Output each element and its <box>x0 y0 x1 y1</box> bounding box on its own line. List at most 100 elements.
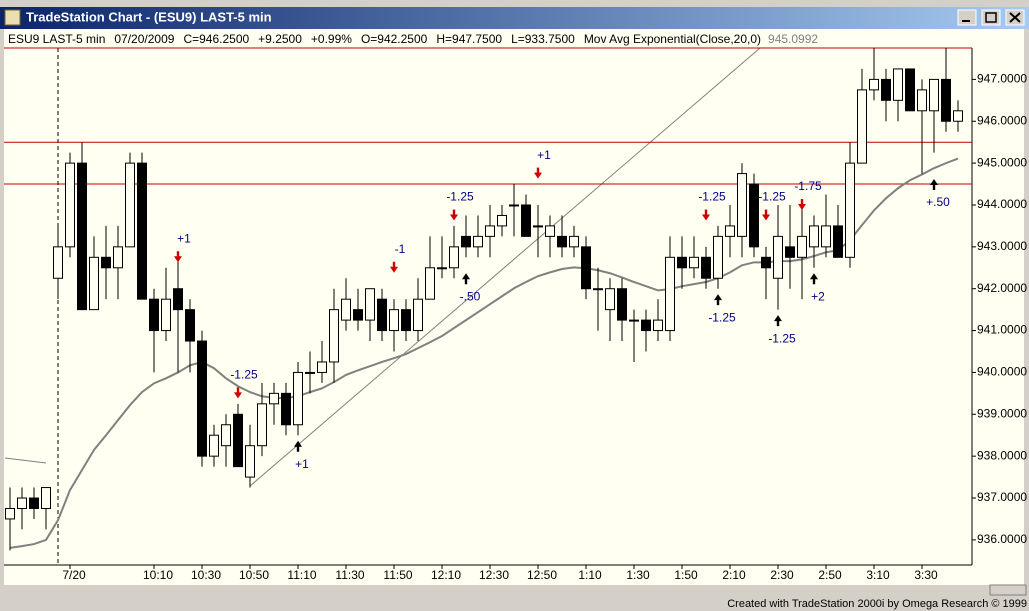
candle-body <box>725 225 735 237</box>
candle-body <box>77 162 87 311</box>
sell-arrow <box>174 251 182 263</box>
x-tick-label: 11:50 <box>383 568 412 582</box>
candle-body <box>233 413 243 468</box>
candle-body <box>629 319 639 322</box>
candle-body <box>773 235 783 279</box>
info-item: 07/20/2009 <box>114 32 174 46</box>
candle-body <box>737 173 747 237</box>
info-item: Mov Avg Exponential(Close,20,0) <box>584 32 761 46</box>
x-tick-label: 2:30 <box>770 568 794 582</box>
trade-label: +1 <box>177 231 191 245</box>
trade-label: -.50 <box>460 289 481 303</box>
candle-body <box>545 225 555 237</box>
candle-body <box>605 288 615 311</box>
x-tick-label: 12:30 <box>479 568 509 582</box>
info-item: ESU9 LAST-5 min <box>8 32 105 46</box>
y-tick-label: 940.0000 <box>977 365 1027 379</box>
candle-body <box>365 288 375 321</box>
candle-body <box>53 246 63 279</box>
candle-body <box>581 246 591 290</box>
candle-body <box>797 235 807 258</box>
trend-line <box>249 47 761 487</box>
buy-arrow <box>810 273 818 285</box>
y-tick-label: 936.0000 <box>977 532 1027 546</box>
candle-body <box>17 497 27 509</box>
title-bar <box>0 7 1029 29</box>
candle-body <box>29 497 39 509</box>
minimize-button[interactable] <box>957 9 977 26</box>
candle-body <box>557 235 567 248</box>
candle-body <box>5 507 15 520</box>
candle-body <box>413 298 423 332</box>
candle-body <box>41 487 51 509</box>
buy-arrow <box>294 440 302 452</box>
candle-body <box>665 256 675 332</box>
y-tick-label: 946.0000 <box>977 113 1027 127</box>
candle-body <box>653 319 663 332</box>
x-tick-label: 7/20 <box>62 568 86 582</box>
info-line: ESU9 LAST-5 min 07/20/2009 C=946.2500 +9.25… <box>8 32 818 46</box>
candle-body <box>257 403 267 447</box>
trend-line <box>4 457 47 464</box>
x-tick-label: 11:30 <box>335 568 364 582</box>
x-tick-label: 3:10 <box>866 568 890 582</box>
sell-arrow <box>234 387 242 399</box>
x-tick-label: 10:30 <box>191 568 221 582</box>
ema-line <box>9 157 959 549</box>
info-item: L=933.7500 <box>511 32 575 46</box>
info-item: C=946.2500 <box>183 32 249 46</box>
candle-body <box>497 214 507 227</box>
sell-arrow <box>390 261 398 273</box>
x-tick-label: 12:50 <box>527 568 557 582</box>
candle-body <box>761 256 771 269</box>
candle-body <box>101 256 111 269</box>
candle-body <box>449 246 459 269</box>
scrollbar[interactable] <box>989 584 1027 596</box>
candle-body <box>353 309 363 321</box>
candle-body <box>185 309 195 342</box>
candle-body <box>173 288 183 311</box>
candle-body <box>677 256 687 269</box>
trade-label: +2 <box>811 289 825 303</box>
candle-body <box>785 246 795 258</box>
info-item: O=942.2500 <box>361 32 428 46</box>
candle-body <box>317 361 327 373</box>
candle-body <box>857 89 867 164</box>
trade-label: +1 <box>295 457 309 471</box>
buy-arrow <box>930 179 938 191</box>
trade-label: +.50 <box>926 195 950 209</box>
candle-body <box>113 246 123 269</box>
y-tick-label: 947.0000 <box>977 72 1027 86</box>
candle-body <box>533 225 543 228</box>
x-tick-label: 10:50 <box>239 568 269 582</box>
trade-label: +1 <box>537 148 551 162</box>
candle-body <box>845 162 855 258</box>
candle-body <box>377 298 387 332</box>
candle-body <box>593 288 603 291</box>
window-buttons[interactable] <box>957 9 1025 26</box>
x-tick-label: 1:50 <box>674 568 698 582</box>
maximize-glyph <box>985 12 997 23</box>
info-item: +9.2500 <box>258 32 302 46</box>
left-border <box>0 29 4 611</box>
x-tick-label: 2:10 <box>722 568 746 582</box>
candle-body <box>425 267 435 300</box>
candle-body <box>749 183 759 248</box>
y-tick-label: 943.0000 <box>977 239 1027 253</box>
candle-body <box>473 235 483 248</box>
sell-arrow <box>450 209 458 221</box>
candle-body <box>953 110 963 122</box>
candle-body <box>917 89 927 112</box>
candle-body <box>713 235 723 279</box>
top-strip <box>0 0 1029 8</box>
candle-body <box>161 298 171 332</box>
trade-label: -1.75 <box>794 179 822 193</box>
candle-body <box>701 256 711 279</box>
candle-body <box>389 309 399 332</box>
candle-body <box>305 371 315 374</box>
candle-body <box>905 68 915 112</box>
info-item: H=947.7500 <box>436 32 502 46</box>
buy-arrow <box>774 315 782 327</box>
y-tick-label: 937.0000 <box>977 490 1027 504</box>
